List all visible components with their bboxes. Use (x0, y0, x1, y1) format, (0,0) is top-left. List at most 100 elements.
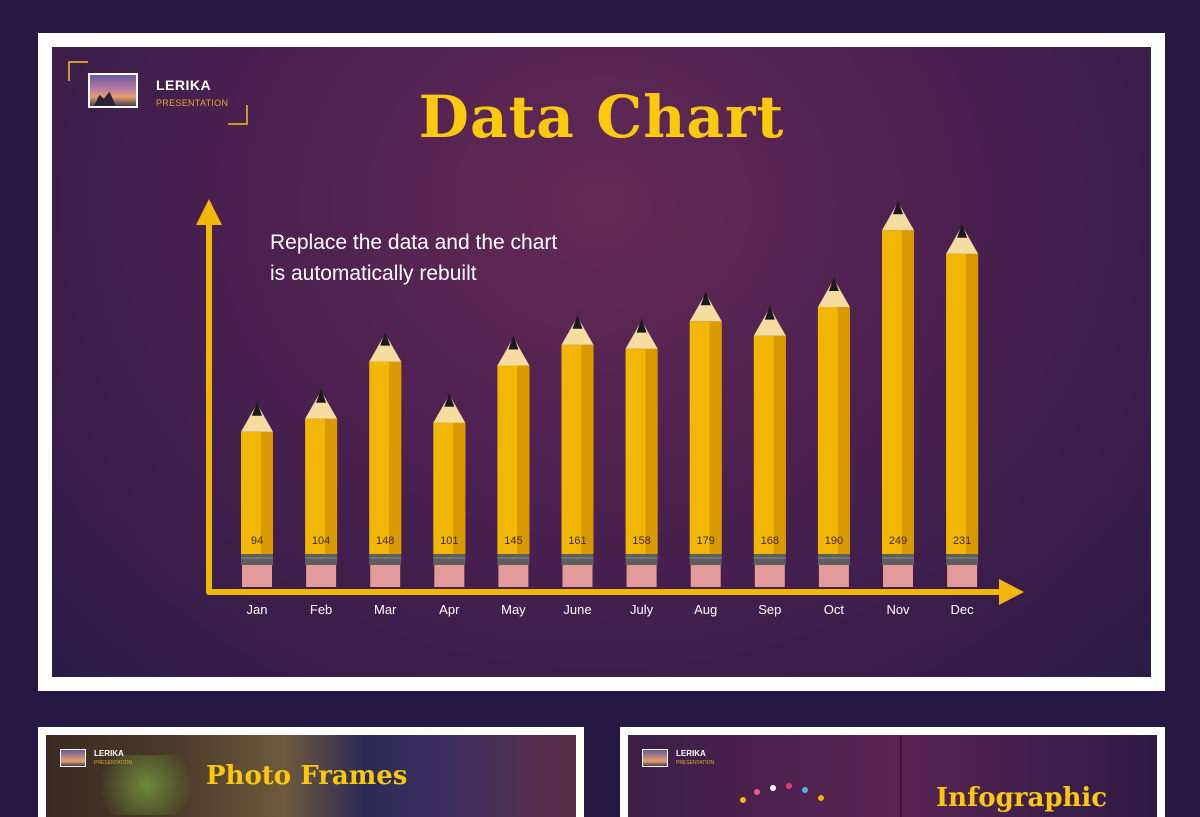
main-slide: LERIKA PRESENTATION Data Chart Replace t… (52, 47, 1151, 677)
pencil-lead (508, 335, 519, 350)
pencil-lead (700, 291, 711, 306)
slide-title: Data Chart (418, 83, 785, 151)
x-tick-label: May (501, 602, 526, 617)
pencil-tip (561, 316, 594, 345)
logo-corner-bottom-right (228, 105, 248, 125)
pencil-body-shade (581, 344, 594, 554)
pencil-eraser (754, 565, 785, 587)
pencil-ferrule (625, 554, 658, 565)
pencil-lead (636, 318, 647, 333)
x-tick-label: Feb (310, 602, 332, 617)
subtitle-line-1: Replace the data and the chart (270, 231, 558, 254)
x-tick-label: June (563, 602, 591, 617)
pencil-tip (946, 225, 979, 254)
pencil-eraser (626, 565, 657, 587)
pencil-body-shade (389, 361, 402, 554)
pencil-body-shade (260, 431, 273, 554)
thumbnail-infographic[interactable]: LERIKA PRESENTATION Infographic (620, 727, 1165, 817)
thumbnail-logo: LERIKA PRESENTATION (60, 747, 180, 775)
thumbnail-logo-name: LERIKA (94, 749, 124, 758)
pencil-eraser (883, 565, 913, 587)
pencil-tip (497, 337, 530, 366)
pencil-lead (380, 331, 391, 346)
pencil-eraser (562, 565, 593, 587)
main-slide-frame: LERIKA PRESENTATION Data Chart Replace t… (38, 33, 1165, 691)
thumbnail-logo-subtitle: PRESENTATION (94, 760, 133, 766)
pencil-ferrule (946, 554, 979, 565)
logo-image (88, 73, 138, 108)
pencil-body-shade (453, 422, 466, 554)
x-axis-arrow (999, 579, 1024, 605)
thumbnail-title: Photo Frames (206, 761, 408, 791)
pencil-body-shade (709, 321, 722, 554)
pencil-lead (572, 314, 583, 329)
pencil-lead (893, 200, 903, 215)
pencil-lead (957, 223, 968, 238)
thumbnail-logo-name: LERIKA (676, 749, 706, 758)
thumbnail-infographic-slide: LERIKA PRESENTATION Infographic (628, 735, 1157, 817)
x-tick-label: Jan (247, 602, 268, 617)
decor-dot (786, 783, 792, 789)
pencil-ferrule (497, 554, 530, 565)
thumbnail-logo-subtitle: PRESENTATION (676, 760, 715, 766)
thumbnail-title: Infographic (936, 783, 1108, 813)
pencil-tip (305, 390, 338, 419)
thumbnail-logo-image (642, 749, 668, 767)
x-tick-label: Aug (694, 602, 717, 617)
decor-dot (802, 787, 808, 793)
data-label: 148 (376, 535, 394, 547)
data-label: 179 (697, 535, 715, 547)
x-tick-label: Dec (951, 602, 975, 617)
pencil-body-shade (773, 335, 786, 554)
pencil-body-shade (837, 307, 850, 554)
pencil-ferrule (753, 554, 786, 565)
pencil-bar-chart: 94 Jan 104 Feb 148 Mar 101 Apr 145 May 161 June 158 J… (196, 199, 1024, 617)
pencil-eraser (306, 565, 337, 587)
data-label: 145 (504, 535, 522, 547)
pencil-eraser (818, 565, 849, 587)
data-label: 158 (632, 535, 650, 547)
data-label: 94 (251, 535, 263, 547)
decor-dot (754, 789, 760, 795)
pencil-ferrule (561, 554, 594, 565)
pencil-tip (241, 403, 273, 432)
thumbnail-logo: LERIKA PRESENTATION (642, 747, 762, 775)
pencil-lead (828, 277, 839, 291)
pencil-tip (689, 293, 722, 322)
pencil-tip (882, 202, 914, 231)
pencil-eraser (370, 565, 401, 587)
thumbnail-photo-frames-slide: LERIKA PRESENTATION Photo Frames (46, 735, 576, 817)
data-label: 231 (953, 535, 971, 547)
pencil-body-shade (324, 418, 338, 554)
pencil-eraser (498, 565, 529, 587)
pencil-tip (369, 333, 402, 362)
pencil-eraser (947, 565, 978, 587)
pencil-ferrule (241, 554, 273, 565)
x-tick-label: Sep (758, 602, 781, 617)
data-label: 249 (889, 535, 907, 547)
logo-name: LERIKA (156, 77, 212, 93)
x-tick-label: July (630, 602, 654, 617)
logo-corner-top-left (68, 61, 88, 81)
logo: LERIKA PRESENTATION (68, 61, 258, 127)
pencil-body-shade (901, 230, 914, 555)
thumbnail-photo-frames[interactable]: LERIKA PRESENTATION Photo Frames (38, 727, 584, 817)
logo-subtitle: PRESENTATION (156, 98, 229, 108)
data-label: 104 (312, 535, 330, 547)
data-label: 190 (825, 535, 843, 547)
subtitle-line-2: is automatically rebuilt (270, 262, 477, 285)
slide-subtitle: Replace the data and the chart is automa… (270, 227, 670, 289)
data-label: 101 (440, 535, 458, 547)
pencil-ferrule (882, 554, 914, 565)
pencil-body-shade (965, 253, 979, 554)
pencil-tip (433, 394, 466, 423)
x-tick-label: Nov (886, 602, 910, 617)
pencil-tip (817, 279, 850, 307)
data-label: 168 (761, 535, 779, 547)
pencil-eraser (690, 565, 721, 587)
decor-dot (818, 795, 824, 801)
pencil-body-shade (645, 348, 658, 554)
pencil-ferrule (305, 554, 338, 565)
pencil-eraser (434, 565, 465, 587)
pencil-ferrule (689, 554, 722, 565)
